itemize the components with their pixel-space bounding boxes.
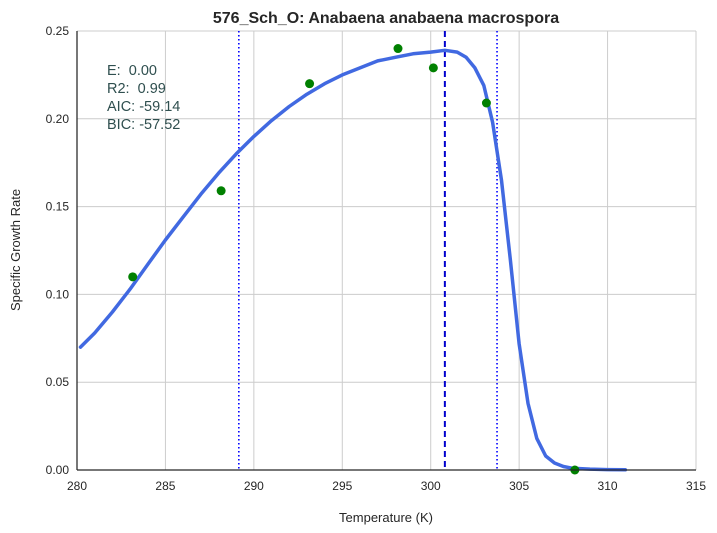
y-tick-label: 0.15 bbox=[46, 200, 70, 214]
chart-title: 576_Sch_O: Anabaena anabaena macrospora bbox=[213, 10, 559, 27]
x-tick-label: 295 bbox=[332, 479, 352, 493]
y-tick-label: 0.00 bbox=[46, 463, 70, 477]
observed-point bbox=[393, 44, 402, 53]
x-tick-label: 315 bbox=[686, 479, 706, 493]
x-axis-label: Temperature (K) bbox=[339, 510, 433, 525]
reference-lines bbox=[239, 31, 497, 470]
fit-stat-line: AIC: -59.14 bbox=[107, 99, 180, 115]
observed-point bbox=[482, 98, 491, 107]
grid-lines bbox=[77, 31, 696, 470]
x-tick-labels: 280 285 290 295 300 305 310 315 bbox=[67, 479, 706, 493]
x-tick-label: 280 bbox=[67, 479, 87, 493]
fit-stat-line: R2: 0.99 bbox=[107, 81, 166, 97]
fit-stat-line: BIC: -57.52 bbox=[107, 117, 180, 133]
x-tick-label: 310 bbox=[598, 479, 618, 493]
axes bbox=[77, 31, 696, 470]
observed-point bbox=[305, 79, 314, 88]
fit-statistics: E: 0.00 R2: 0.99 AIC: -59.14 BIC: -57.52 bbox=[107, 63, 180, 133]
y-axis-label: Specific Growth Rate bbox=[8, 189, 23, 311]
x-tick-label: 285 bbox=[155, 479, 175, 493]
y-tick-labels: 0.00 0.05 0.10 0.15 0.20 0.25 bbox=[46, 24, 70, 477]
fit-stat-line: E: 0.00 bbox=[107, 63, 157, 79]
x-tick-label: 290 bbox=[244, 479, 264, 493]
observed-point bbox=[429, 63, 438, 72]
y-tick-label: 0.20 bbox=[46, 112, 70, 126]
observed-point bbox=[128, 272, 137, 281]
y-tick-label: 0.10 bbox=[46, 287, 70, 301]
x-tick-label: 305 bbox=[509, 479, 529, 493]
observed-point bbox=[217, 186, 226, 195]
y-tick-label: 0.25 bbox=[46, 24, 70, 38]
y-tick-label: 0.05 bbox=[46, 375, 70, 389]
x-tick-label: 300 bbox=[421, 479, 441, 493]
